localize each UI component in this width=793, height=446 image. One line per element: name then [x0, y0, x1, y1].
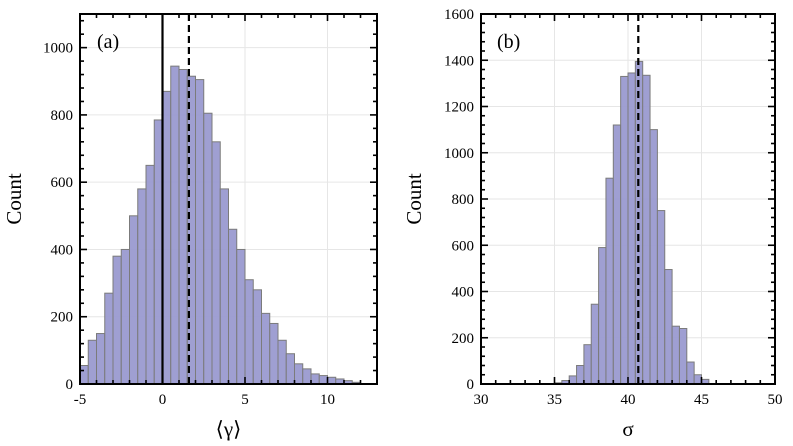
- histogram-bar: [137, 188, 147, 385]
- histogram-bar: [285, 353, 295, 385]
- y-tick-label: 400: [452, 285, 475, 301]
- histogram-bar: [310, 373, 320, 385]
- histogram-bar: [605, 177, 614, 385]
- histogram-bar: [203, 112, 213, 385]
- histogram-bar: [112, 255, 122, 385]
- panel-label: (a): [97, 31, 119, 53]
- histogram-bar: [129, 215, 139, 385]
- histogram-bar: [627, 72, 636, 385]
- y-tick-label: 0: [467, 377, 475, 393]
- histogram-bar: [219, 188, 229, 385]
- histogram-bar: [269, 322, 279, 385]
- histogram-bar: [211, 141, 221, 385]
- histogram-bar: [244, 279, 254, 385]
- histogram-bar: [664, 269, 673, 385]
- histogram-bar: [87, 339, 97, 385]
- y-axis-label: Count: [2, 173, 26, 225]
- y-tick-label: 600: [51, 175, 74, 191]
- histogram-bar: [162, 90, 172, 385]
- histogram-bar: [693, 374, 703, 385]
- x-tick-label: 50: [768, 392, 783, 408]
- y-tick-label: 1400: [444, 53, 474, 69]
- y-axis-label: Count: [402, 173, 426, 225]
- y-tick-label: 1600: [444, 7, 474, 23]
- x-axis-label: σ: [622, 417, 633, 441]
- histogram-bar: [686, 361, 695, 385]
- histogram-bar: [104, 292, 114, 385]
- histogram-bar: [327, 376, 337, 385]
- histogram-bar: [228, 228, 238, 385]
- x-tick-label: 30: [474, 392, 489, 408]
- histogram-bar: [656, 210, 666, 385]
- histogram-bar: [576, 365, 585, 385]
- histogram-bar: [170, 65, 180, 385]
- y-tick-label: 1000: [43, 41, 73, 57]
- histogram-bar: [671, 325, 680, 385]
- histogram-bar: [583, 344, 592, 385]
- histogram-bar: [649, 129, 658, 385]
- histogram-bar: [642, 74, 651, 385]
- histogram-bar: [195, 79, 205, 385]
- x-tick-label: -5: [74, 392, 87, 408]
- histogram-bar: [302, 368, 312, 385]
- histogram-bar: [120, 248, 130, 385]
- x-tick-label: 5: [241, 392, 249, 408]
- histogram-bar: [145, 164, 155, 385]
- y-tick-label: 400: [51, 242, 74, 258]
- y-tick-label: 0: [66, 377, 74, 393]
- histogram-bar: [252, 289, 262, 385]
- x-tick-label: 10: [320, 392, 335, 408]
- histogram-bar: [598, 247, 607, 385]
- y-tick-label: 200: [51, 310, 74, 326]
- x-tick-label: 35: [547, 392, 562, 408]
- y-tick-label: 1000: [444, 146, 474, 162]
- histogram-bar: [153, 119, 163, 385]
- x-tick-label: 45: [694, 392, 709, 408]
- histogram-bar: [568, 375, 578, 385]
- histogram-bar: [79, 365, 89, 385]
- histogram-bar: [178, 69, 188, 385]
- histogram-bar: [590, 303, 600, 385]
- histogram-panel-b: 30 35 40 45 50 0 200 400 600 800 1000 1200 1400 1600 σ…: [402, 7, 783, 441]
- histogram-bar: [96, 333, 106, 385]
- histogram-bar: [678, 328, 688, 385]
- histogram-bar: [261, 312, 271, 385]
- x-axis-label: ⟨γ⟩: [216, 417, 242, 441]
- y-tick-label: 200: [452, 331, 475, 347]
- y-tick-label: 800: [51, 108, 74, 124]
- y-tick-label: 1200: [444, 100, 474, 116]
- histogram-bar: [612, 124, 622, 385]
- histogram-bar: [236, 248, 246, 385]
- histogram-bar: [318, 375, 328, 385]
- y-tick-label: 800: [452, 192, 475, 208]
- histogram-bar: [294, 363, 304, 385]
- histogram-bar: [620, 75, 629, 385]
- x-tick-label: 40: [621, 392, 636, 408]
- histogram-bar: [277, 339, 287, 385]
- panel-label: (b): [497, 31, 520, 53]
- y-tick-label: 600: [452, 238, 475, 254]
- x-tick-label: 0: [159, 392, 167, 408]
